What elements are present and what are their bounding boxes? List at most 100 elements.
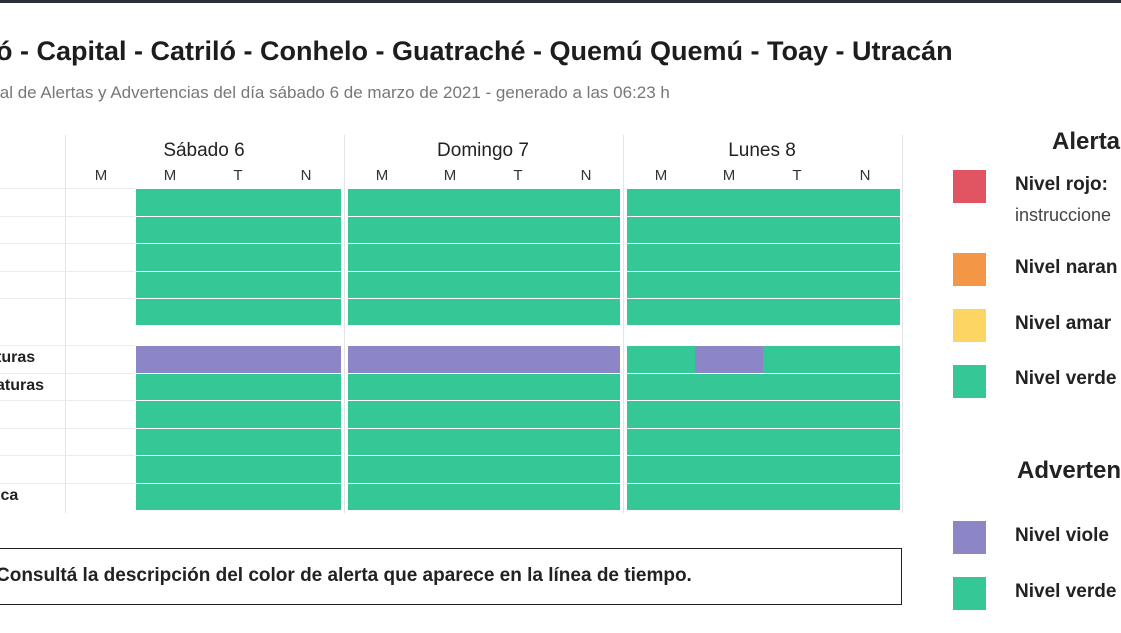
row-divider [0,373,135,374]
timeline-cell-verde [763,400,831,428]
timeline-cell-verde [552,243,620,271]
timeline-cell-verde [348,216,416,243]
timeline-cell-verde [484,400,552,428]
timeline-cell-verde [272,243,341,271]
timeline-cell-verde [272,298,341,325]
grid-divider [623,135,624,513]
timeline-cell-verde [204,428,272,455]
period-label: M [443,167,457,184]
day-header-lunes: Lunes 8 [728,140,796,161]
legend-label-rojo: Nivel rojo: [1015,174,1108,195]
timeline-cell-verde [348,455,416,483]
timeline-cell-verde [627,188,695,216]
row-divider [0,455,135,456]
grid-divider [902,135,903,513]
timeline-cell-verde [416,483,484,510]
timeline-cell-verde [136,373,204,400]
timeline-cell-verde [695,216,763,243]
timeline-cell-verde [831,373,900,400]
timeline-cell-verde [204,455,272,483]
timeline-cell-verde [763,188,831,216]
timeline-cell-verde [272,373,341,400]
timeline-cell-verde [763,271,831,298]
timeline-cell-verde [204,373,272,400]
timeline-cell-verde [695,298,763,325]
timeline-cell-verde [763,216,831,243]
timeline-cell-verde [348,483,416,510]
timeline-cell-verde [204,188,272,216]
timeline-cell-verde [627,298,695,325]
timeline-cell-verde [484,428,552,455]
timeline-cell-violeta [416,345,484,373]
legend-label-verde: Nivel verde [1015,368,1117,389]
timeline-cell-verde [763,243,831,271]
grid-divider [344,135,345,513]
timeline-cell-verde [136,188,204,216]
timeline-cell-verde [136,455,204,483]
legend-swatch-verde-adv [953,577,986,610]
timeline-cell-violeta [484,345,552,373]
timeline-cell-verde [627,373,695,400]
timeline-cell-verde [831,428,900,455]
timeline-cell-verde [272,271,341,298]
period-label: N [859,167,871,184]
timeline-cell-verde [416,243,484,271]
period-label: M [375,167,389,184]
timeline-cell-verde [416,428,484,455]
legend-label-verde-adv: Nivel verde [1015,581,1117,602]
row-divider [0,483,135,484]
timeline-cell-verde [695,455,763,483]
timeline-cell-verde [484,271,552,298]
row-divider [0,428,135,429]
row-divider [0,345,135,346]
timeline-cell-verde [272,483,341,510]
timeline-cell-verde [416,216,484,243]
row-label: aturas [0,377,45,394]
timeline-cell-verde [348,428,416,455]
period-label: T [513,167,523,184]
timeline-cell-verde [763,298,831,325]
timeline-cell-verde [695,243,763,271]
period-label: T [233,167,243,184]
timeline-cell-verde [484,188,552,216]
timeline-cell-verde [204,243,272,271]
timeline-cell-verde [627,455,695,483]
timeline-cell-verde [695,483,763,510]
grid-divider [65,135,66,513]
timeline-cell-verde [272,428,341,455]
timeline-cell-verde [136,271,204,298]
timeline-cell-verde [695,188,763,216]
timeline-cell-verde [763,428,831,455]
legend-swatch-rojo [953,170,986,203]
legend-advertencias-title: Adverten [1017,457,1121,484]
timeline-cell-verde [416,400,484,428]
legend-sub-rojo: instruccione [1015,205,1112,225]
timeline-cell-verde [136,298,204,325]
timeline-cell-verde [204,298,272,325]
timeline-cell-verde [348,188,416,216]
timeline-cell-verde [695,271,763,298]
timeline-cell-violeta [552,345,620,373]
timeline-cell-verde [627,216,695,243]
legend-swatch-violeta [953,521,986,554]
timeline-cell-verde [763,345,831,373]
timeline-cell-verde [204,271,272,298]
timeline-cell-verde [627,243,695,271]
timeline-cell-verde [695,373,763,400]
row-label: ica [0,487,19,504]
timeline-cell-violeta [348,345,416,373]
timeline-cell-verde [416,455,484,483]
period-label: N [300,167,312,184]
timeline-cell-verde [348,243,416,271]
timeline-cell-verde [416,373,484,400]
timeline-cell-verde [831,243,900,271]
row-divider [0,188,135,189]
timeline-cell-verde [484,243,552,271]
period-label: M [94,167,108,184]
legend-swatch-naranja [953,253,986,286]
timeline-cell-verde [484,216,552,243]
row-divider [0,216,135,217]
timeline-cell-violeta [204,345,272,373]
timeline-cell-verde [416,271,484,298]
timeline-cell-verde [136,216,204,243]
